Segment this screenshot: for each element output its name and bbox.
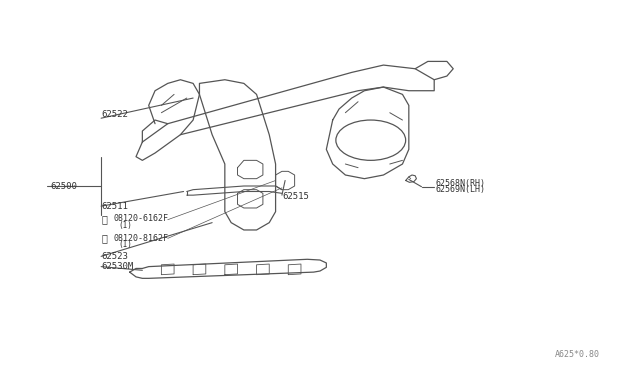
Text: (1): (1) (118, 240, 132, 249)
Text: Ⓑ: Ⓑ (101, 214, 107, 224)
Text: 62569N(LH): 62569N(LH) (435, 185, 486, 194)
Text: 62500: 62500 (51, 182, 77, 190)
Text: 62515: 62515 (282, 192, 309, 202)
Text: Ⓑ: Ⓑ (101, 233, 107, 243)
Text: 62568N(RH): 62568N(RH) (435, 179, 486, 188)
Text: 08120-8162F: 08120-8162F (114, 234, 169, 243)
Text: 62511: 62511 (101, 202, 128, 211)
Text: (1): (1) (118, 221, 132, 230)
Text: A625*0.80: A625*0.80 (555, 350, 600, 359)
Text: 08120-6162F: 08120-6162F (114, 215, 169, 224)
Text: 62530M: 62530M (101, 262, 133, 271)
Text: 62522: 62522 (101, 110, 128, 119)
Text: 62523: 62523 (101, 252, 128, 261)
